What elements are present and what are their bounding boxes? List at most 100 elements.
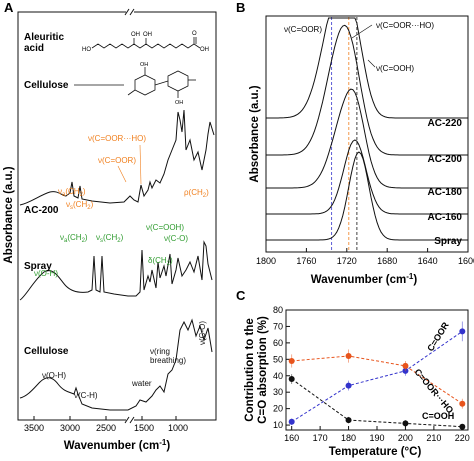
panel-c-point-2-0 bbox=[288, 376, 295, 383]
panel-a-axis-break bbox=[124, 8, 135, 424]
panel-c-ytick-40: 40 bbox=[273, 371, 283, 381]
panel-c-xticks: 160 170 180 190 200 210 220 bbox=[284, 426, 470, 443]
ann-cell-co: ν(C-O) bbox=[198, 321, 207, 345]
spectrum-ac200 bbox=[19, 109, 215, 206]
panel-c-point-1-0 bbox=[288, 357, 295, 364]
panel-b-ann-cooh: ν(C=OOH) bbox=[376, 64, 414, 73]
panel-c-ytick-10: 10 bbox=[273, 420, 283, 430]
panel-c-xtick-170: 170 bbox=[313, 433, 328, 443]
panel-c-ytick-20: 20 bbox=[273, 404, 283, 414]
panel-b-xticks: 1800 1760 1720 1680 1640 1600 bbox=[256, 248, 474, 266]
ann-spray-vs: νs(CH2) bbox=[96, 233, 124, 244]
panel-c-point-1-3 bbox=[459, 400, 466, 407]
panel-c-ytick-50: 50 bbox=[273, 354, 283, 364]
panel-b-cooh-leader bbox=[367, 59, 376, 68]
panel-b-ylabel: Absorbance (a.u.) bbox=[249, 85, 261, 182]
panel-c-ytick-70: 70 bbox=[273, 321, 283, 331]
ann-spray-delta: δ(CH2) bbox=[148, 256, 173, 267]
ann-cell-ring1: ν(ring bbox=[150, 347, 170, 356]
panel-c-ytick-80: 80 bbox=[273, 305, 283, 315]
panel-b-spectrum-ac160 bbox=[266, 139, 468, 215]
panel-c-xtick-200: 200 bbox=[398, 433, 413, 443]
panel-c-point-0-0 bbox=[288, 418, 295, 425]
trace-label-cellulose: Cellulose bbox=[24, 346, 69, 357]
panel-b-label-ac200: AC-200 bbox=[428, 154, 463, 165]
panel-a-xtick-1000: 1000 bbox=[168, 423, 188, 433]
panel-c-series bbox=[288, 321, 466, 430]
ann-cell-water: water bbox=[131, 379, 152, 388]
panel-c-ylabel-2: C=O absorption (%) bbox=[257, 316, 269, 424]
panel-c-line-1 bbox=[291, 355, 463, 405]
panel-b-frame bbox=[265, 15, 469, 253]
cellulose-oh-top: OH bbox=[140, 62, 148, 68]
panel-a-xtick-2500: 2500 bbox=[96, 423, 116, 433]
panel-c-line-2 bbox=[291, 378, 463, 428]
panel-b-spectrum-ac220 bbox=[266, 17, 468, 119]
panel-a-xticks: 3500 3000 2500 1500 1000 bbox=[24, 416, 188, 433]
ann-ac200-coorho-leader bbox=[139, 144, 142, 185]
ann-spray-co: ν(C-O) bbox=[164, 234, 188, 243]
panel-a-xtick-1500: 1500 bbox=[134, 423, 154, 433]
panel-a-xtick-3000: 3000 bbox=[60, 423, 80, 433]
panel-b-spectra bbox=[266, 17, 468, 241]
panel-a-label: A bbox=[4, 0, 14, 15]
aleuritic-oh1-text: OH bbox=[131, 32, 140, 38]
ann-ac200-coor-leader bbox=[117, 165, 127, 183]
panel-c-xtick-220: 220 bbox=[455, 433, 470, 443]
trace-label-ac200: AC-200 bbox=[24, 205, 59, 216]
ann-spray-cooh: ν(C=OOH) bbox=[146, 223, 184, 232]
panel-c-xtick-210: 210 bbox=[426, 433, 441, 443]
ann-spray-oh: ν(O-H) bbox=[34, 269, 58, 278]
panel-c-ytick-30: 30 bbox=[273, 387, 283, 397]
panel-c-yticks: 10 20 30 40 50 60 70 80 bbox=[273, 305, 290, 430]
panel-b-xlabel: Wavenumber (cm-1) bbox=[311, 272, 418, 286]
ann-ac200-vas: νa(CH2) bbox=[58, 187, 86, 198]
ann-ac200-rho: ρ(CH2) bbox=[184, 188, 209, 199]
panel-b-xtick-1640: 1640 bbox=[418, 256, 438, 266]
ann-ac200-coorho: ν(C=OOR···HO) bbox=[88, 134, 146, 143]
ann-cell-ring2: breathing) bbox=[150, 356, 186, 365]
panel-b-label: B bbox=[236, 0, 245, 15]
panel-c-xlabel: Temperature (°C) bbox=[329, 446, 422, 458]
panel-a-frame bbox=[17, 11, 217, 421]
panel-a-xtick-3500: 3500 bbox=[24, 423, 44, 433]
panel-c-xtick-190: 190 bbox=[369, 433, 384, 443]
aleuritic-o-text: O bbox=[192, 31, 197, 37]
panel-b-label-ac220: AC-220 bbox=[428, 118, 463, 129]
aleuritic-acid-structure bbox=[91, 37, 201, 49]
panel-b-xtick-1600: 1600 bbox=[458, 256, 474, 266]
panel-b-label-ac160: AC-160 bbox=[428, 212, 463, 223]
panel-c-ytick-60: 60 bbox=[273, 338, 283, 348]
panel-b-ann-coorho: ν(C=OOR···HO) bbox=[376, 21, 434, 30]
panel-b-label-spray: Spray bbox=[434, 236, 462, 247]
cellulose-structure-label: Cellulose bbox=[24, 80, 69, 91]
ann-ac200-vs: νs(CH2) bbox=[66, 200, 94, 211]
panel-c-point-1-1 bbox=[345, 353, 352, 360]
trace-label-spray: Spray bbox=[24, 261, 52, 272]
panel-b-ann-coor: ν(C=OOR) bbox=[284, 25, 322, 34]
panel-b-xtick-1800: 1800 bbox=[256, 256, 276, 266]
panel-c-label-cooh: C=OOH bbox=[422, 411, 454, 421]
ann-ac200-coor: ν(C=OOR) bbox=[98, 156, 136, 165]
panel-b-coorho-leader bbox=[351, 24, 373, 39]
ann-cell-ch: ν(C-H) bbox=[74, 391, 98, 400]
aleuritic-oh2-text: OH bbox=[143, 32, 152, 38]
panel-a-xlabel: Wavenumber (cm-1) bbox=[64, 438, 171, 452]
panel-b-spectrum-spray bbox=[266, 151, 468, 241]
panel-c-point-2-2 bbox=[402, 420, 409, 427]
spectrum-spray bbox=[19, 240, 213, 301]
ann-cell-oh: ν(O-H) bbox=[42, 371, 66, 380]
panel-c-xtick-160: 160 bbox=[284, 433, 299, 443]
aleuritic-label-2: acid bbox=[24, 43, 44, 54]
panel-b-reference-lines bbox=[331, 17, 358, 251]
panel-c-point-0-1 bbox=[345, 382, 352, 389]
panel-c-point-1-2 bbox=[402, 362, 409, 369]
aleuritic-label-1: Aleuritic bbox=[24, 32, 64, 43]
panel-c-point-0-3 bbox=[459, 328, 466, 335]
panel-c-point-2-3 bbox=[459, 423, 466, 430]
panel-b-xtick-1760: 1760 bbox=[296, 256, 316, 266]
panel-a-ylabel: Absorbance (a.u.) bbox=[3, 166, 15, 263]
panel-c-label: C bbox=[236, 288, 246, 303]
aleuritic-ho-text: HO bbox=[82, 47, 91, 53]
